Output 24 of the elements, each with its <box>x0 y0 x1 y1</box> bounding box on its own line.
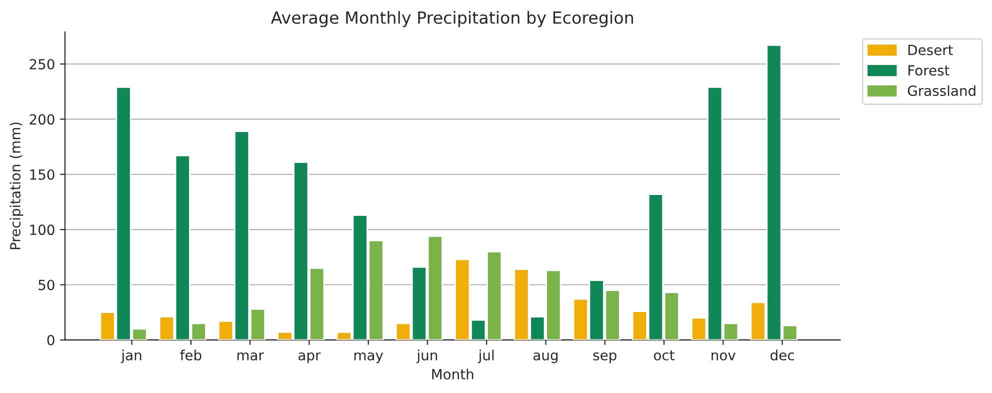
legend-label: Forest <box>908 65 950 76</box>
x-tick-label: sep <box>593 352 616 364</box>
y-axis-title: Precipitation (mm) <box>10 122 24 250</box>
chart-title: Average Monthly Precipitation by Ecoregion <box>270 10 633 28</box>
y-tick-label: 0 <box>47 334 54 346</box>
x-tick-label: aug <box>534 352 558 364</box>
y-tick-label: 200 <box>30 114 54 125</box>
x-tick-label: mar <box>237 352 264 360</box>
x-axis-title: Month <box>432 368 474 380</box>
legend-label: Grassland <box>908 85 976 96</box>
x-tick-label: dec <box>770 350 794 360</box>
y-tick-label: 250 <box>30 58 54 70</box>
x-tick-label: jan <box>120 350 142 364</box>
y-tick-label: 100 <box>30 224 54 236</box>
x-tick-label: jun <box>416 350 438 364</box>
legend-label: Desert <box>908 44 953 56</box>
x-tick-label: apr <box>298 352 321 364</box>
x-tick-label: may <box>354 352 384 364</box>
x-tick-label: nov <box>712 352 736 360</box>
y-tick-label: 150 <box>30 169 54 180</box>
x-tick-label: oct <box>654 350 674 360</box>
x-tick-label: jul <box>478 350 494 364</box>
y-tick-label: 50 <box>38 280 54 290</box>
x-tick-label: feb <box>180 350 202 360</box>
